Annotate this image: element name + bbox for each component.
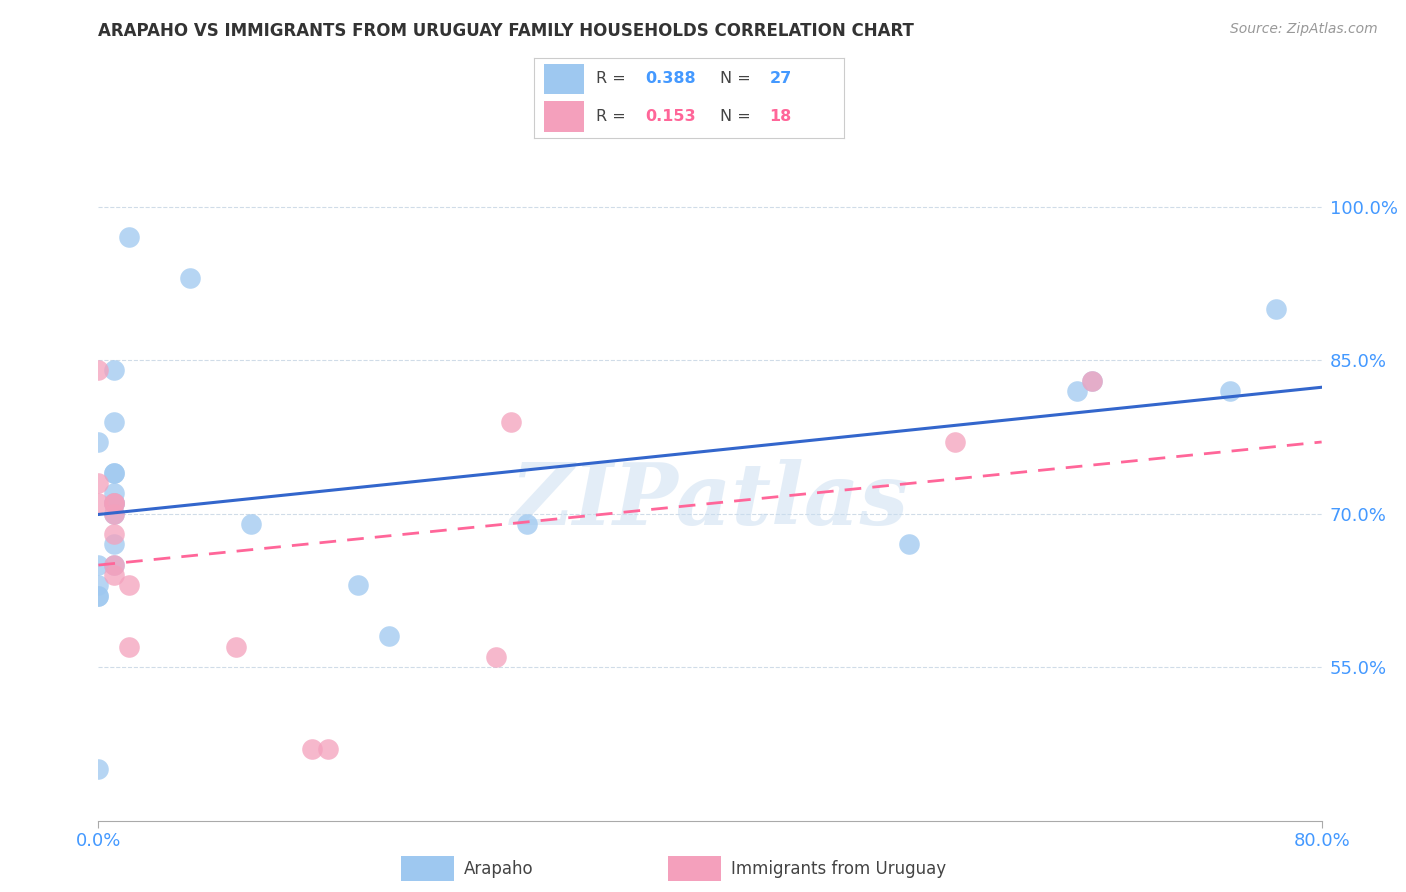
Point	[87, 475, 110, 490]
Point	[103, 496, 125, 510]
Text: 27: 27	[769, 71, 792, 87]
Point	[103, 363, 125, 377]
Point	[179, 271, 201, 285]
Text: 0.153: 0.153	[645, 109, 696, 124]
Text: N =: N =	[720, 71, 751, 87]
Point	[240, 516, 263, 531]
Text: ZIPatlas: ZIPatlas	[510, 458, 910, 542]
Point	[87, 763, 110, 777]
Point	[103, 496, 125, 510]
Point	[87, 363, 110, 377]
Text: 18: 18	[769, 109, 792, 124]
Bar	[544, 102, 583, 132]
Point	[316, 742, 339, 756]
Point	[103, 558, 125, 572]
Point	[103, 466, 125, 480]
Text: Immigrants from Uruguay: Immigrants from Uruguay	[731, 860, 946, 878]
Point	[1066, 384, 1088, 398]
Point	[87, 435, 110, 450]
Text: N =: N =	[720, 109, 751, 124]
Point	[103, 537, 125, 551]
Point	[1081, 374, 1104, 388]
Point	[118, 640, 141, 654]
Point	[118, 230, 141, 244]
Text: Source: ZipAtlas.com: Source: ZipAtlas.com	[1230, 22, 1378, 37]
Text: R =: R =	[596, 109, 626, 124]
Point	[103, 568, 125, 582]
Point	[87, 496, 110, 510]
Text: Arapaho: Arapaho	[464, 860, 534, 878]
Point	[103, 558, 125, 572]
Point	[943, 435, 966, 450]
Point	[103, 415, 125, 429]
Point	[378, 630, 401, 644]
Point	[87, 578, 110, 592]
Point	[87, 558, 110, 572]
Point	[501, 415, 523, 429]
Point	[103, 466, 125, 480]
Point	[347, 578, 370, 592]
Point	[225, 640, 247, 654]
Point	[516, 516, 538, 531]
Point	[301, 742, 323, 756]
Point	[897, 537, 920, 551]
Point	[1264, 301, 1286, 316]
Point	[1081, 374, 1104, 388]
Point	[1219, 384, 1241, 398]
Point	[118, 578, 141, 592]
Point	[103, 486, 125, 500]
Point	[87, 589, 110, 603]
Point	[87, 589, 110, 603]
Point	[485, 649, 508, 664]
Text: ARAPAHO VS IMMIGRANTS FROM URUGUAY FAMILY HOUSEHOLDS CORRELATION CHART: ARAPAHO VS IMMIGRANTS FROM URUGUAY FAMIL…	[98, 22, 914, 40]
Point	[103, 527, 125, 541]
Bar	[544, 63, 583, 95]
Text: 0.388: 0.388	[645, 71, 696, 87]
Point	[103, 507, 125, 521]
Point	[103, 496, 125, 510]
Text: R =: R =	[596, 71, 626, 87]
Point	[103, 496, 125, 510]
Point	[103, 507, 125, 521]
